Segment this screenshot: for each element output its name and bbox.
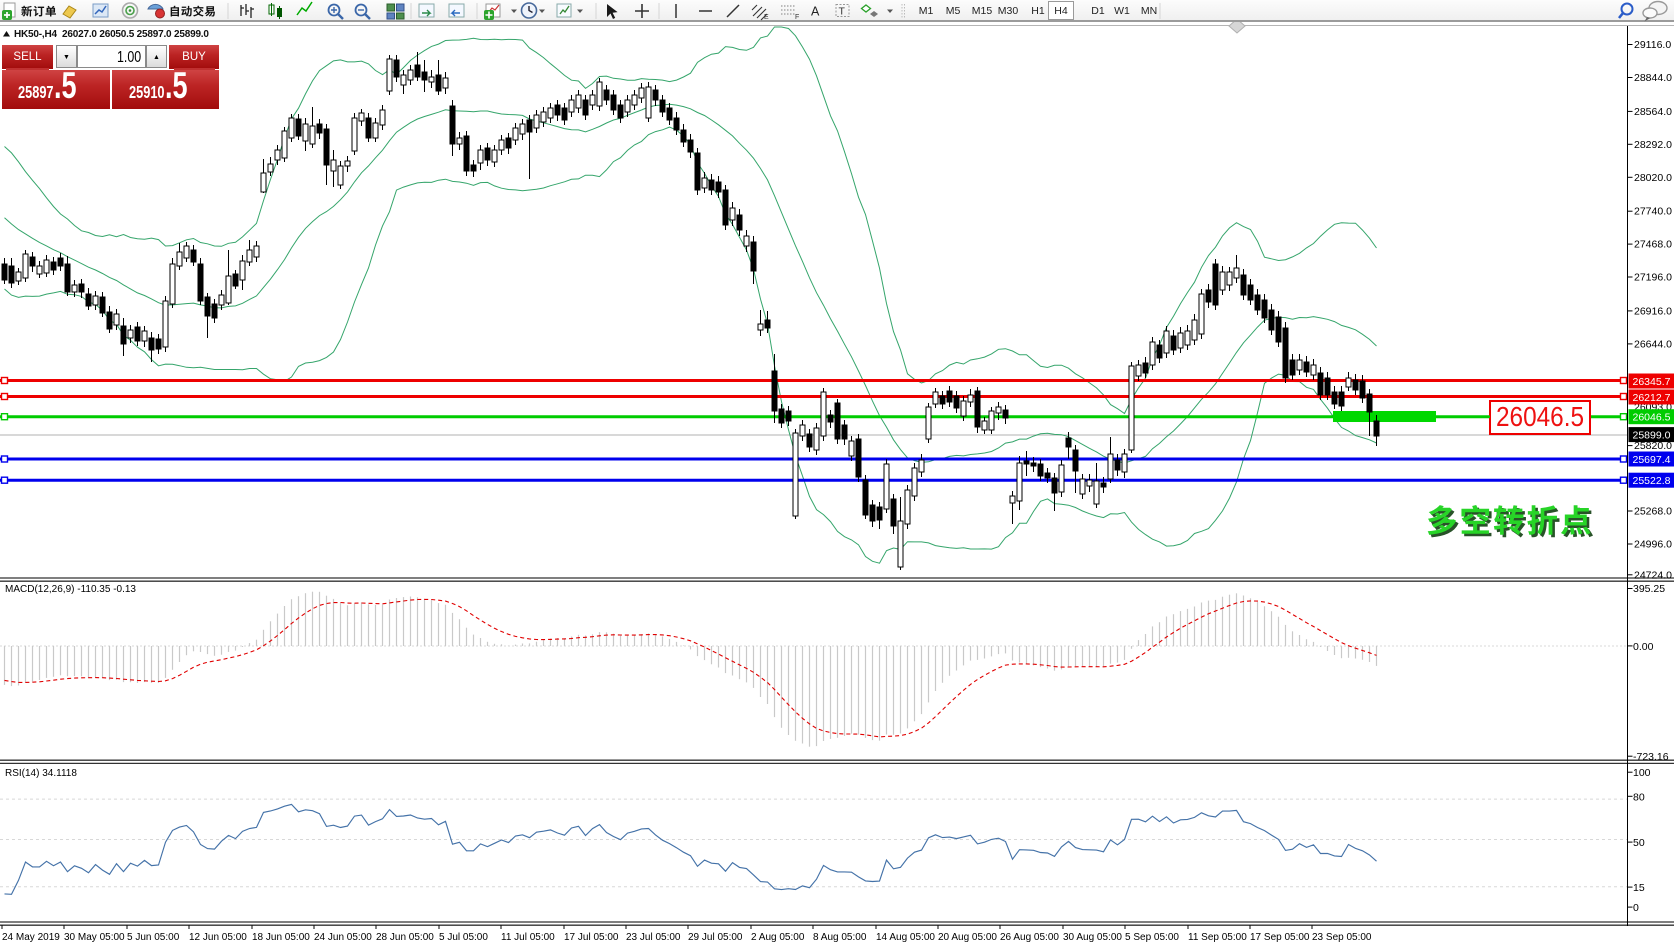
svg-text:F: F [795,14,799,21]
svg-text:24724.0: 24724.0 [1634,569,1672,581]
svg-text:5 Jul 05:00: 5 Jul 05:00 [439,932,488,943]
svg-text:14 Aug 05:00: 14 Aug 05:00 [876,932,935,943]
svg-text:28 Jun 05:00: 28 Jun 05:00 [376,932,434,943]
svg-text:5 Jun 05:00: 5 Jun 05:00 [127,932,180,943]
svg-text:11 Jul 05:00: 11 Jul 05:00 [501,932,555,943]
svg-text:26046.5: 26046.5 [1496,401,1584,432]
svg-text:24 May 2019: 24 May 2019 [2,932,60,943]
svg-text:395.25: 395.25 [1633,583,1665,595]
svg-text:18 Jun 05:00: 18 Jun 05:00 [252,932,310,943]
svg-text:24996.0: 24996.0 [1634,539,1672,551]
svg-text:15: 15 [1633,882,1645,894]
svg-text:23 Jul 05:00: 23 Jul 05:00 [626,932,681,943]
svg-text:0.00: 0.00 [1633,641,1654,653]
svg-text:30 Aug 05:00: 30 Aug 05:00 [1063,932,1122,943]
svg-text:5 Sep 05:00: 5 Sep 05:00 [1125,932,1179,943]
svg-text:100: 100 [1633,767,1651,779]
svg-text:24 Jun 05:00: 24 Jun 05:00 [314,932,372,943]
svg-text:26046.5: 26046.5 [1633,412,1671,424]
svg-text:50: 50 [1633,837,1645,849]
svg-text:25522.8: 25522.8 [1633,475,1671,487]
svg-text:T: T [839,6,846,18]
svg-text:28844.0: 28844.0 [1634,72,1672,84]
svg-text:8 Aug 05:00: 8 Aug 05:00 [813,932,867,943]
svg-text:HK50-,H4 26027.0 26050.5 2589: HK50-,H4 26027.0 26050.5 25897.0 25899.0 [14,29,209,40]
svg-text:17 Sep 05:00: 17 Sep 05:00 [1250,932,1310,943]
svg-text:12 Jun 05:00: 12 Jun 05:00 [189,932,247,943]
svg-text:28564.0: 28564.0 [1634,106,1672,118]
svg-text:26644.0: 26644.0 [1634,338,1672,350]
svg-text:27740.0: 27740.0 [1634,206,1672,218]
svg-text:27468.0: 27468.0 [1634,239,1672,251]
svg-text:MACD(12,26,9) -110.35 -0.13: MACD(12,26,9) -110.35 -0.13 [5,584,136,595]
svg-text:25899.0: 25899.0 [1633,430,1671,442]
svg-text:23 Sep 05:00: 23 Sep 05:00 [1312,932,1372,943]
svg-text:-723.16: -723.16 [1633,751,1669,763]
svg-text:26212.7: 26212.7 [1633,392,1671,404]
svg-text:2 Aug 05:00: 2 Aug 05:00 [751,932,805,943]
svg-text:0: 0 [1633,902,1639,914]
svg-text:E: E [764,14,769,21]
svg-text:28292.0: 28292.0 [1634,139,1672,151]
svg-text:25697.4: 25697.4 [1633,454,1671,466]
svg-text:20 Aug 05:00: 20 Aug 05:00 [938,932,997,943]
svg-text:A: A [811,5,820,19]
svg-text:11 Sep 05:00: 11 Sep 05:00 [1188,932,1247,943]
svg-text:26916.0: 26916.0 [1634,305,1672,317]
svg-text:RSI(14) 34.1118: RSI(14) 34.1118 [5,768,77,779]
svg-text:28020.0: 28020.0 [1634,172,1672,184]
svg-text:26345.7: 26345.7 [1633,376,1671,388]
svg-text:29 Jul 05:00: 29 Jul 05:00 [688,932,743,943]
svg-text:27196.0: 27196.0 [1634,272,1672,284]
svg-text:30 May 05:00: 30 May 05:00 [64,932,125,943]
svg-text:25820.0: 25820.0 [1634,440,1672,452]
svg-text:80: 80 [1633,791,1645,803]
svg-text:17 Jul 05:00: 17 Jul 05:00 [564,932,619,943]
svg-text:25268.0: 25268.0 [1634,506,1672,518]
svg-text:26 Aug 05:00: 26 Aug 05:00 [1000,932,1059,943]
svg-text:29116.0: 29116.0 [1634,39,1671,51]
